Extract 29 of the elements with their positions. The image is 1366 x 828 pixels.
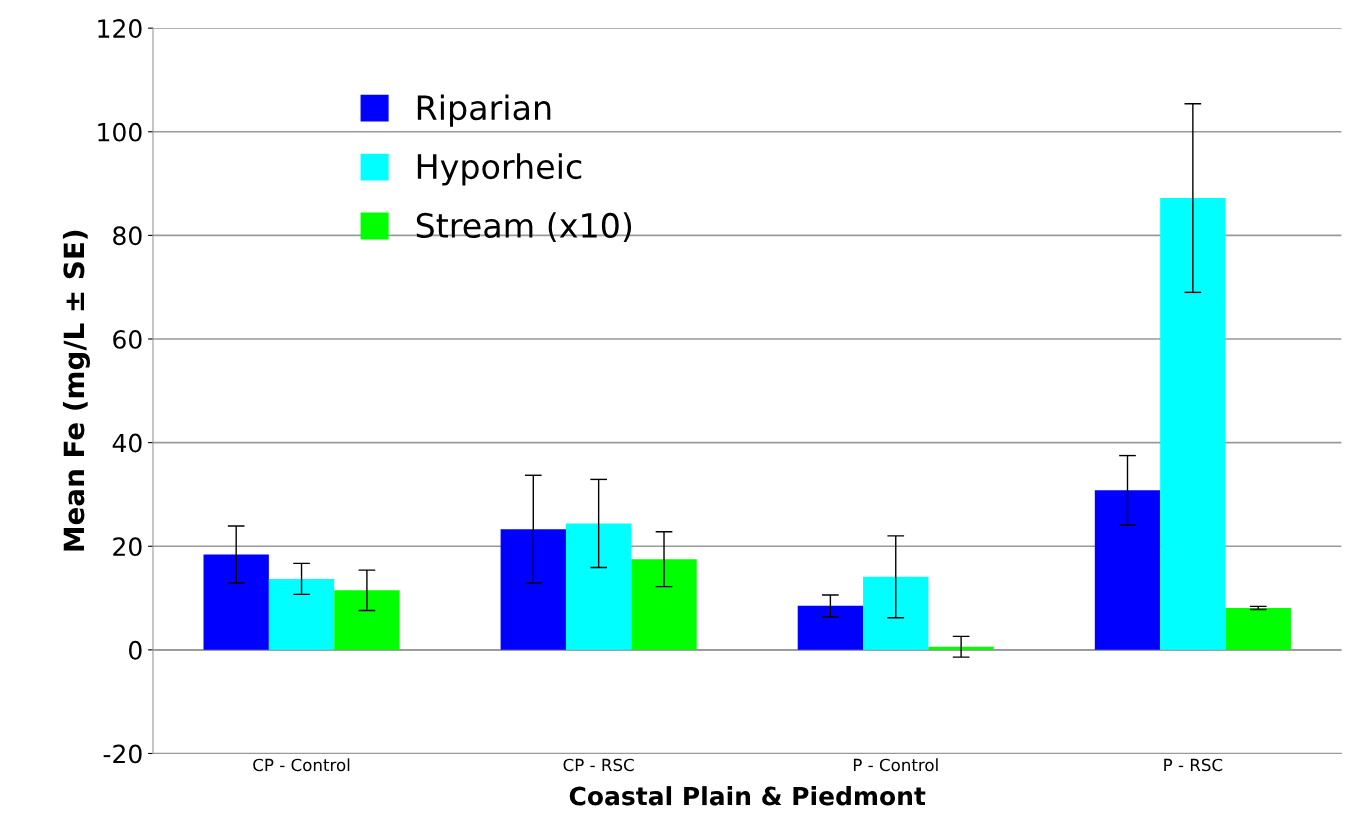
- x-tick-label: CP - RSC: [563, 758, 634, 772]
- x-axis-title: Coastal Plain & Piedmont: [569, 786, 926, 806]
- bar: [500, 529, 566, 650]
- y-tick-label: -20: [103, 744, 142, 764]
- bar: [1225, 607, 1291, 650]
- x-tick-label: P - Control: [853, 758, 938, 772]
- y-tick-label: 80: [113, 226, 142, 246]
- bar: [797, 605, 864, 650]
- legend-label: Riparian: [417, 94, 551, 127]
- y-tick-label: 60: [113, 329, 142, 349]
- y-tick-label: 100: [98, 122, 142, 142]
- bar: [1160, 198, 1226, 650]
- bar: [1094, 490, 1161, 650]
- bar: [203, 554, 269, 650]
- bar: [928, 646, 994, 650]
- y-tick-label: 40: [112, 433, 142, 453]
- y-tick-label: 120: [98, 19, 142, 39]
- y-tick-label: 20: [113, 537, 142, 557]
- bar: [631, 559, 697, 650]
- bar: [268, 578, 335, 650]
- x-tick-label: P - RSC: [1164, 758, 1223, 772]
- y-axis-title: Mean Fe (mg/L ± SE): [62, 230, 90, 551]
- bar: [334, 590, 400, 650]
- legend-label: Hyporheic: [417, 153, 582, 186]
- y-tick-label: 0: [129, 640, 142, 660]
- bar: [565, 523, 632, 650]
- bar: [863, 576, 929, 650]
- x-tick-label: CP - Control: [253, 758, 350, 772]
- legend-label: Stream (x10): [416, 212, 632, 242]
